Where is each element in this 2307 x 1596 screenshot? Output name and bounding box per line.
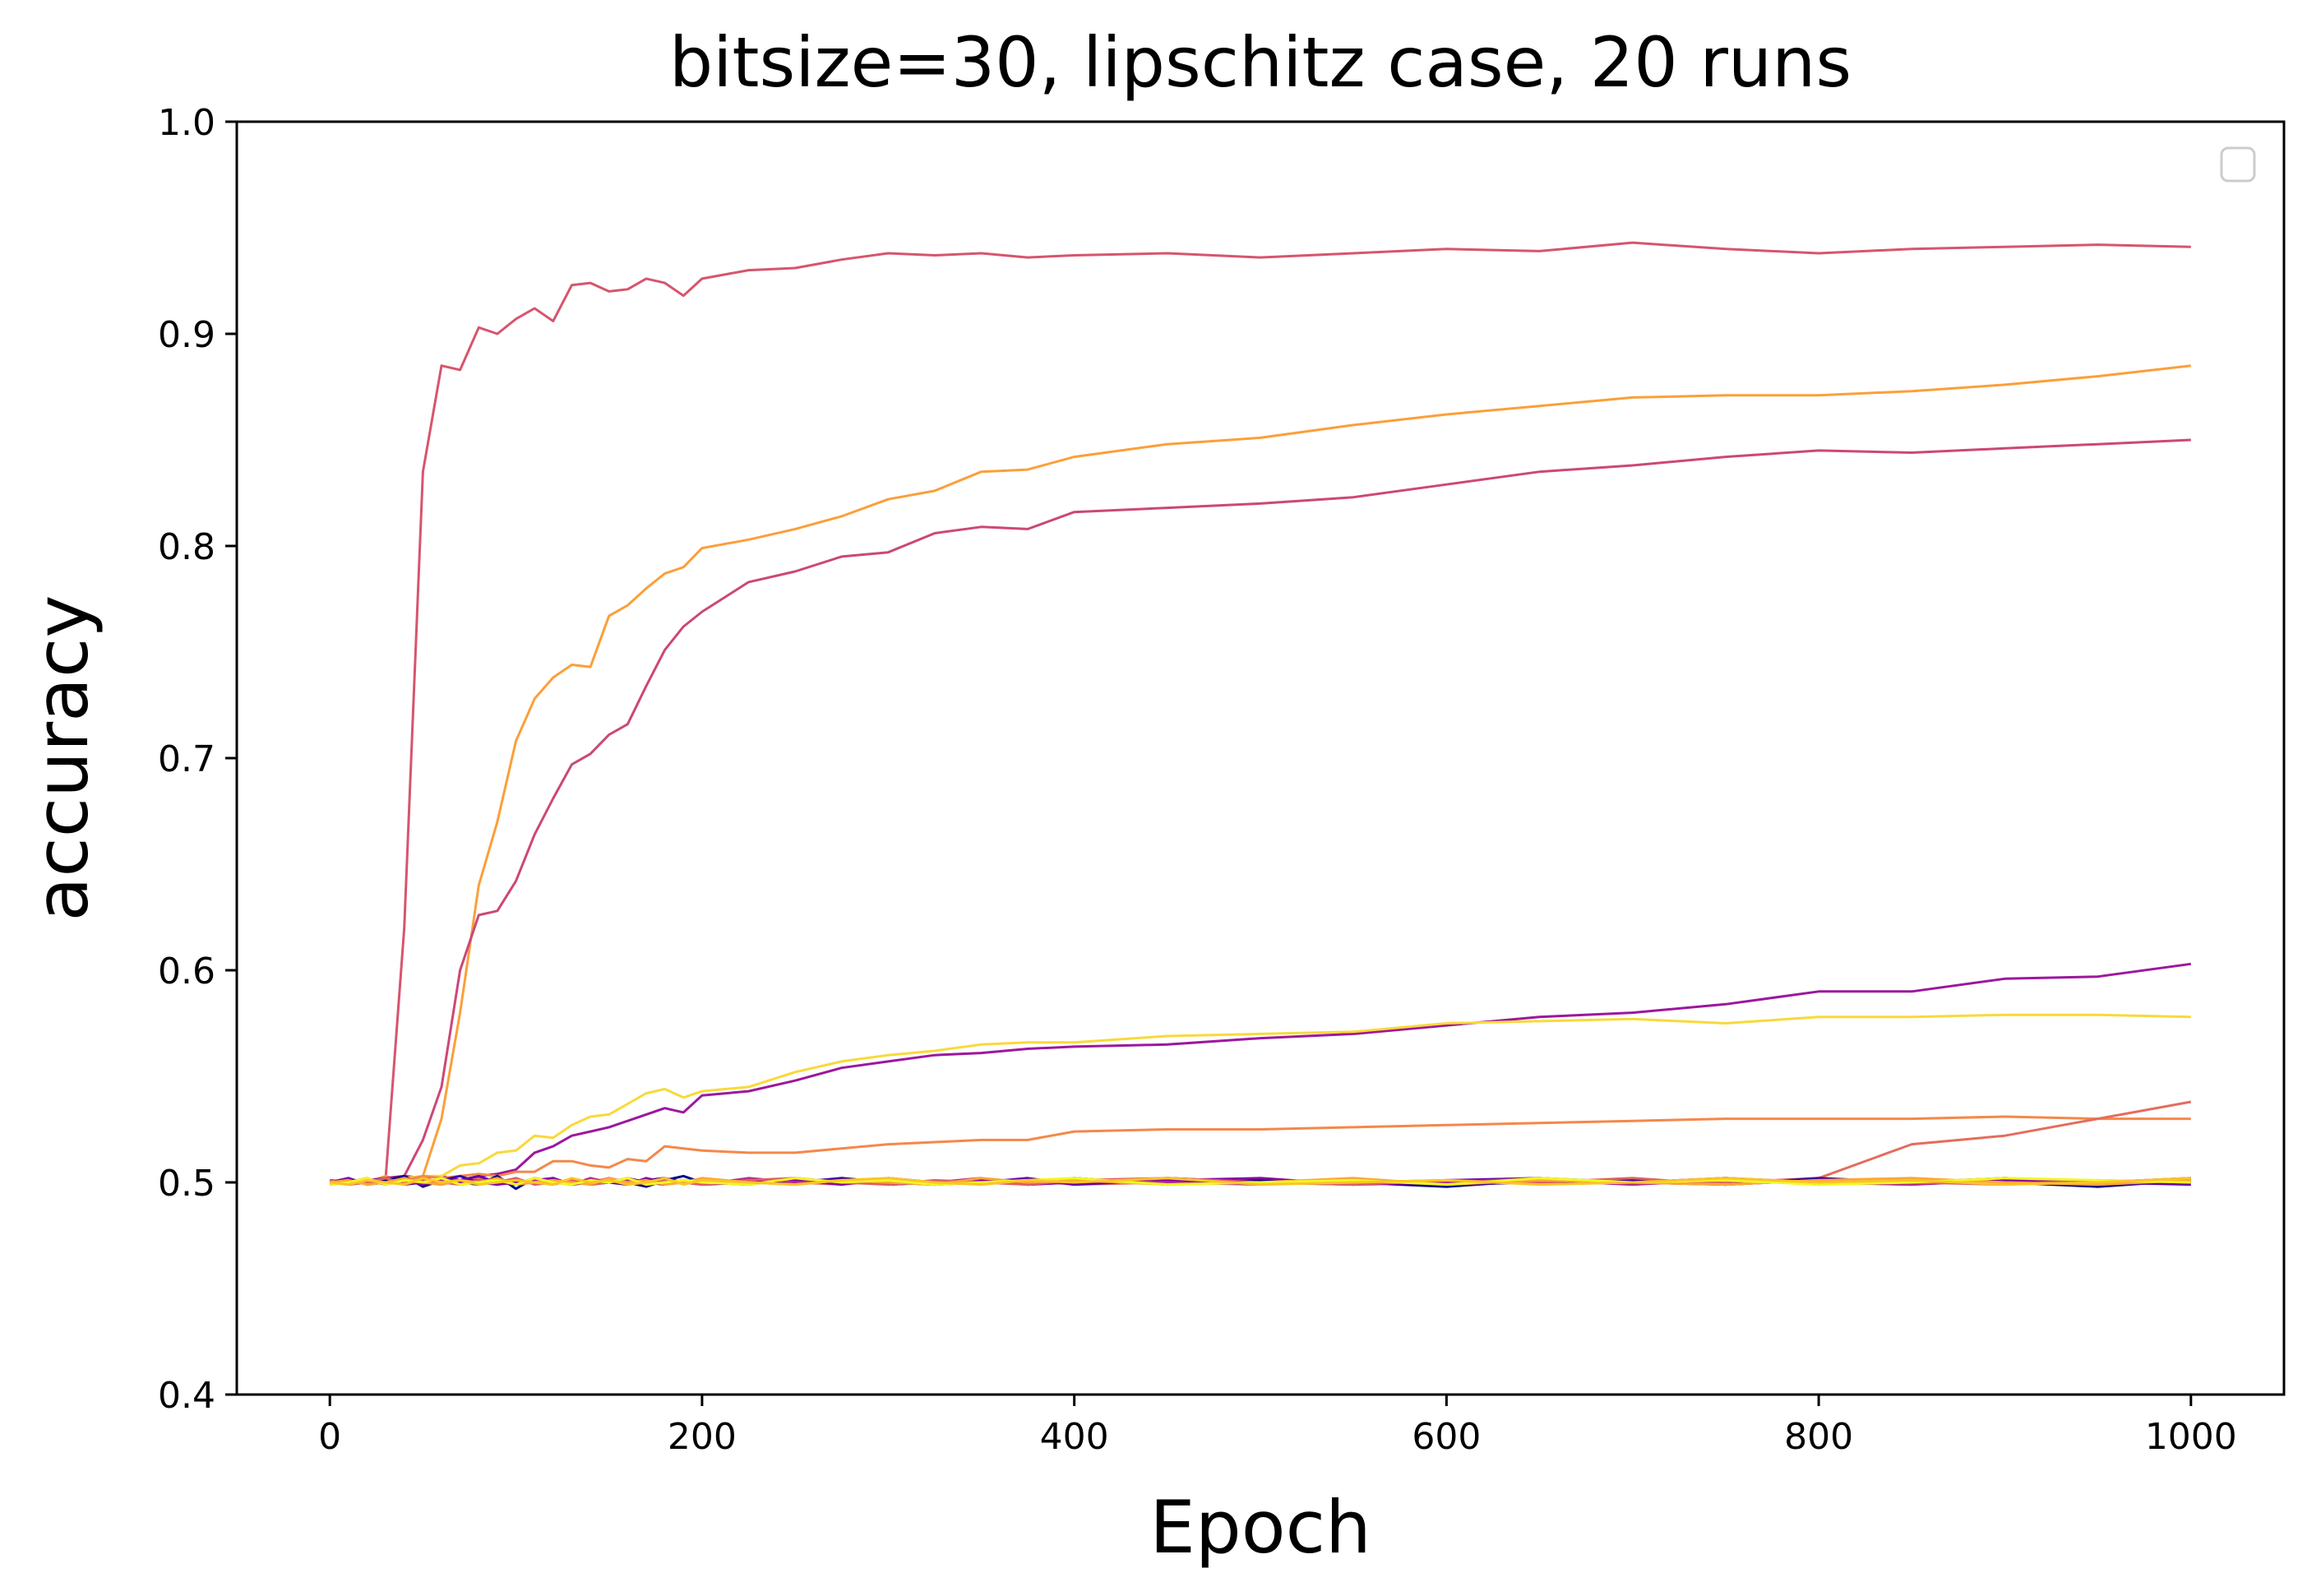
y-tick-label: 0.6 bbox=[158, 951, 215, 992]
y-tick-label: 1.0 bbox=[158, 102, 215, 144]
series-line-2 bbox=[330, 364, 2191, 1184]
x-tick-label: 800 bbox=[1784, 1416, 1853, 1458]
series-line-3 bbox=[330, 438, 2191, 1187]
y-axis-label: accuracy bbox=[20, 594, 104, 921]
x-tick-label: 400 bbox=[1040, 1416, 1109, 1458]
x-tick-label: 600 bbox=[1412, 1416, 1481, 1458]
plot-area bbox=[237, 122, 2284, 1395]
chart-title: bitsize=30, lipschitz case, 20 runs bbox=[669, 22, 1852, 103]
x-tick-label: 0 bbox=[318, 1416, 341, 1458]
series-line-15 bbox=[330, 1177, 2191, 1187]
y-axis: 0.4 0.5 0.6 0.7 0.8 0.9 1.0 bbox=[158, 102, 237, 1417]
x-tick-label: 1000 bbox=[2145, 1416, 2237, 1458]
y-tick-label: 0.4 bbox=[158, 1375, 215, 1417]
legend-box bbox=[2220, 146, 2256, 183]
series-line-4 bbox=[330, 962, 2192, 1184]
y-tick-label: 0.9 bbox=[158, 314, 215, 356]
y-tick-label: 0.5 bbox=[158, 1163, 215, 1205]
x-axis: 0 200 400 600 800 1000 bbox=[318, 1395, 2237, 1458]
series-line-1 bbox=[330, 241, 2191, 1184]
x-axis-label: Epoch bbox=[1149, 1485, 1371, 1570]
y-tick-label: 0.7 bbox=[158, 738, 215, 780]
series-line-5 bbox=[330, 1013, 2191, 1187]
y-tick-label: 0.8 bbox=[158, 526, 215, 568]
series-line-16 bbox=[330, 1177, 2191, 1187]
x-tick-label: 200 bbox=[668, 1416, 737, 1458]
series-layer bbox=[329, 241, 2192, 1191]
